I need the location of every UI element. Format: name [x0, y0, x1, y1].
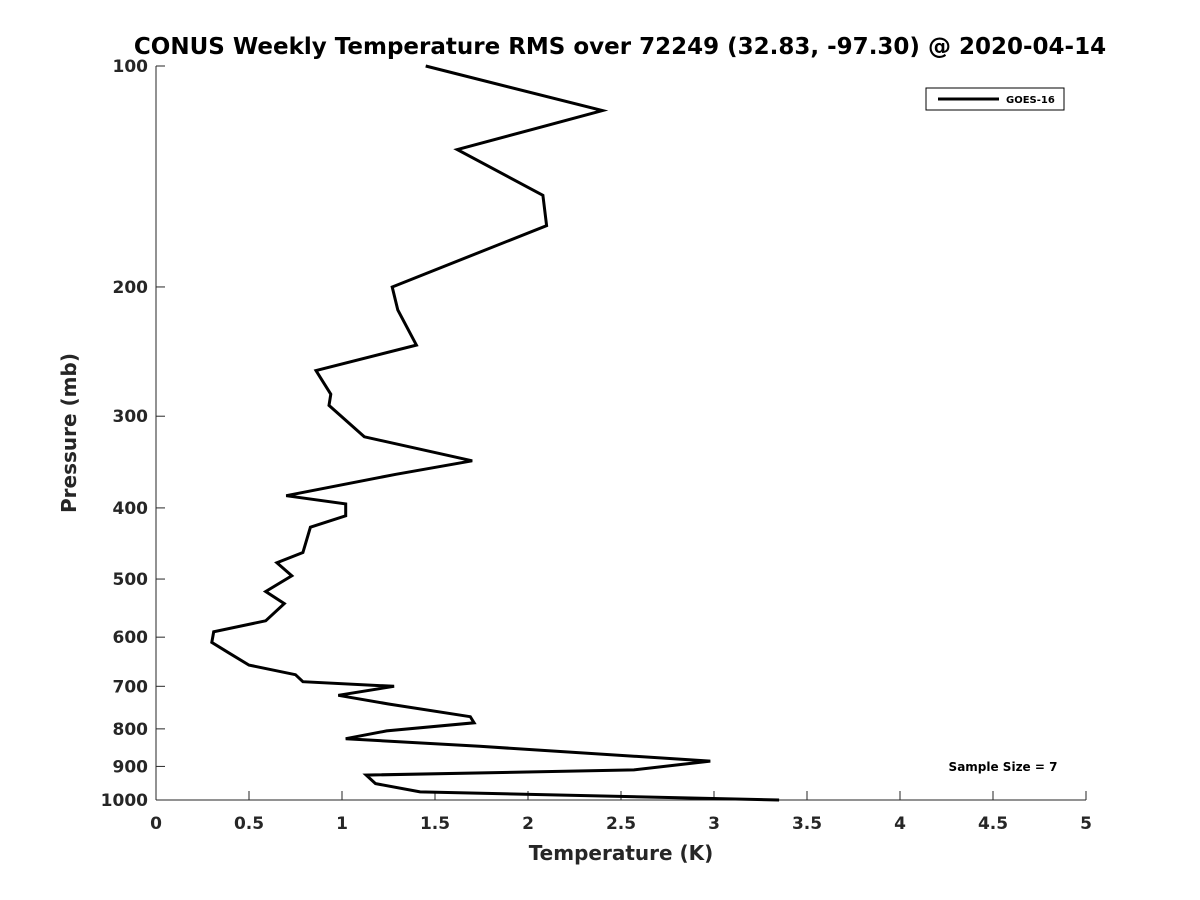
legend-label-goes-16: GOES-16: [1006, 95, 1055, 106]
x-tick-label: 0: [150, 814, 162, 834]
x-axis-ticks: 0 0.5 1 1.5 2 2.5 3 3.5 4 4.5 5: [150, 791, 1092, 834]
x-tick-label: 3: [708, 814, 720, 834]
y-tick-label: 600: [113, 628, 149, 648]
legend: GOES-16: [925, 87, 1065, 111]
y-tick-label: 300: [113, 407, 149, 427]
chart-title: CONUS Weekly Temperature RMS over 72249 …: [134, 34, 1106, 60]
series-line-goes-16: [210, 64, 780, 802]
y-tick-label: 1000: [101, 791, 148, 811]
y-tick-label: 400: [113, 499, 149, 519]
x-tick-label: 0.5: [234, 814, 264, 834]
x-tick-label: 3.5: [792, 814, 822, 834]
x-tick-label: 5: [1080, 814, 1092, 834]
series-layer: [210, 64, 780, 802]
x-tick-label: 2.5: [606, 814, 636, 834]
y-axis-label: Pressure (mb): [57, 353, 81, 513]
y-tick-label: 700: [113, 677, 149, 697]
y-tick-label: 200: [113, 278, 149, 298]
y-tick-label: 800: [113, 720, 149, 740]
y-tick-label: 900: [113, 757, 149, 777]
y-tick-label: 100: [113, 57, 149, 77]
sample-size-annotation: Sample Size = 7: [949, 760, 1058, 774]
x-tick-label: 4: [894, 814, 906, 834]
y-tick-label: 500: [113, 570, 149, 590]
x-tick-label: 4.5: [978, 814, 1008, 834]
x-axis-label: Temperature (K): [529, 841, 714, 865]
y-axis-ticks: 100 200 300 400 500 600 700 800 900 1000: [101, 57, 165, 811]
plot-area: [155, 66, 1086, 801]
x-tick-label: 1: [336, 814, 348, 834]
x-tick-label: 1.5: [420, 814, 450, 834]
x-tick-label: 2: [522, 814, 534, 834]
plot-background: [156, 66, 1086, 800]
